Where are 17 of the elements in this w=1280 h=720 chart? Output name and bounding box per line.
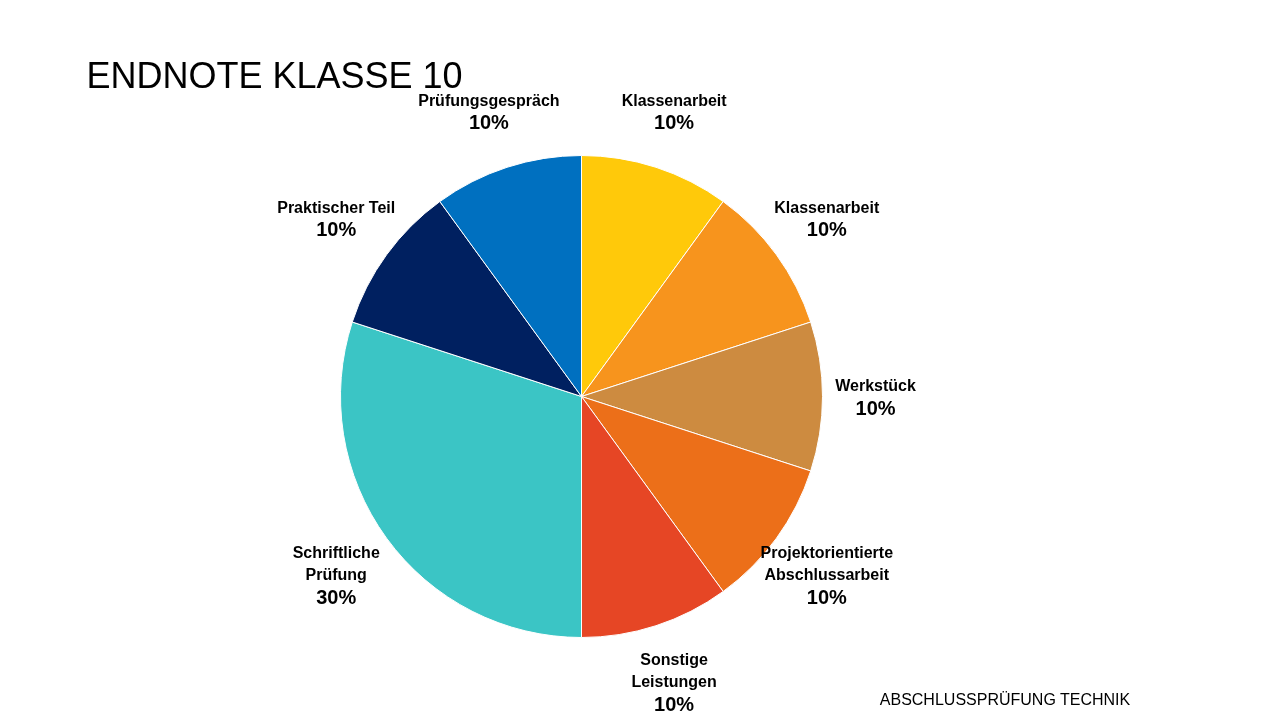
slice-label: Klassenarbeit: [774, 198, 880, 216]
data-label: 30%: [316, 585, 357, 608]
slice-label: Prüfungsgespräch: [418, 91, 560, 109]
data-label: 10%: [806, 218, 848, 241]
slice-label: Werkstück: [835, 377, 916, 394]
data-label: 10%: [654, 692, 695, 715]
slice-label: Klassenarbeit: [621, 91, 728, 109]
data-label: 10%: [855, 396, 896, 419]
slice-label: Sonstige Leistungen: [631, 651, 717, 691]
data-label: 10%: [468, 111, 510, 134]
text: ABSCHLUSSPRÜFUNG TECHNIK: [879, 691, 1131, 708]
slice-label: Praktischer Teil: [277, 198, 396, 216]
data-label: 10%: [316, 218, 357, 241]
data-label: 10%: [806, 585, 848, 608]
data-label: 10%: [654, 111, 695, 134]
slice-label: Schriftliche Prüfung: [292, 544, 380, 584]
slice-label: Projektorientierte Abschlussarbeit: [760, 544, 894, 584]
